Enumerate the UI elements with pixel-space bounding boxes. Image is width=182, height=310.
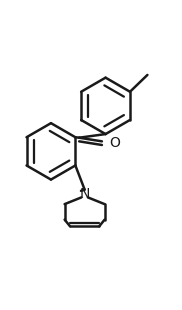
Text: O: O — [109, 136, 120, 150]
Text: N: N — [79, 187, 90, 201]
